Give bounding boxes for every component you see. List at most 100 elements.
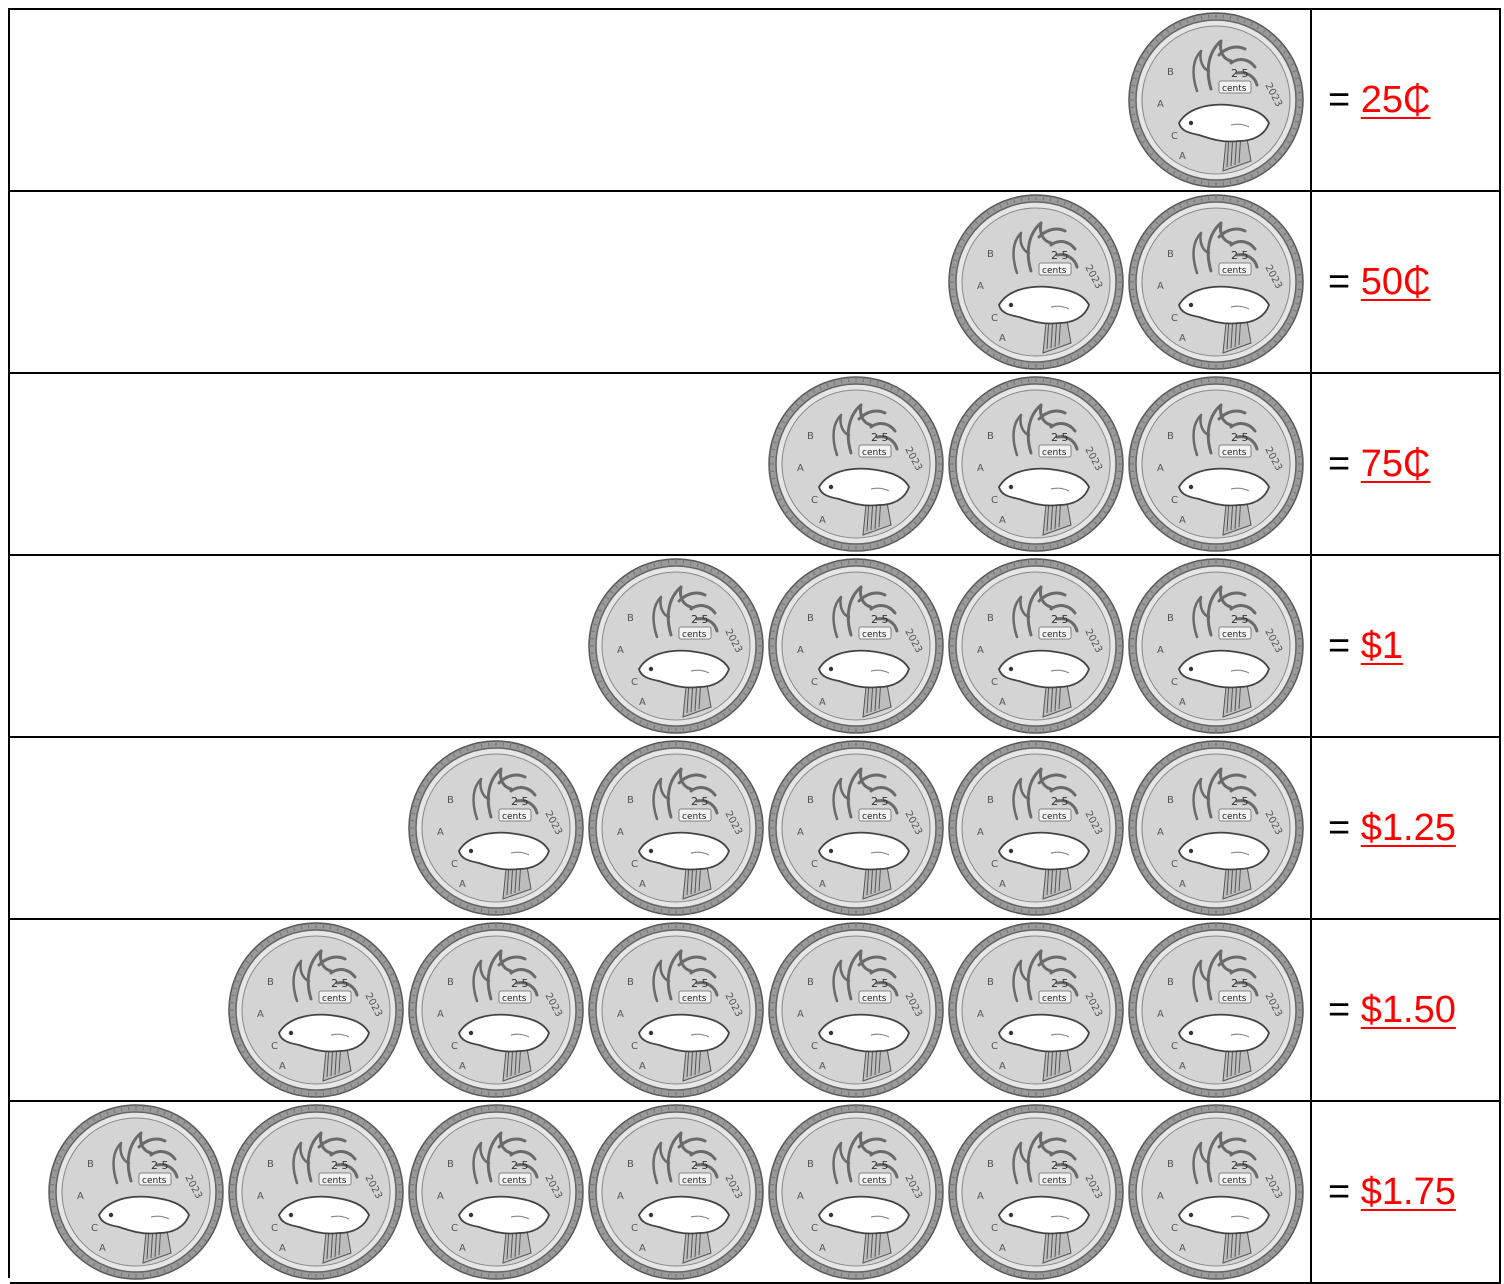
svg-text:cents: cents [862, 812, 887, 822]
svg-text:B: B [987, 249, 994, 260]
svg-text:A: A [1179, 1061, 1186, 1072]
equals-sign: = [1328, 261, 1351, 303]
table-row: 2 5 cents 2023 A B C A 2 5 cents 2023 A B C A = 50₵ [10, 192, 1501, 374]
svg-text:A: A [459, 879, 466, 890]
svg-text:C: C [811, 859, 818, 870]
svg-text:A: A [1179, 151, 1186, 162]
coin-counting-table: 2 5 cents 2023 A B C A = 25₵ 2 5 cents 2023 A B C A 2… [8, 8, 1501, 1284]
value-cell: = $1 [1312, 556, 1501, 736]
table-row: 2 5 cents 2023 A B C A 2 5 cents 2023 A B C A 2 5 cents… [10, 374, 1501, 556]
equals-sign: = [1328, 79, 1351, 121]
svg-text:cents: cents [862, 994, 887, 1004]
quarter-coin-icon: 2 5 cents 2023 A B C A [1127, 921, 1305, 1099]
svg-text:C: C [991, 1041, 998, 1052]
svg-text:B: B [1167, 1159, 1174, 1170]
svg-text:B: B [987, 431, 994, 442]
svg-text:2 5: 2 5 [1231, 431, 1249, 444]
quarter-coin-icon: 2 5 cents 2023 A B C A [587, 921, 765, 1099]
table-row: 2 5 cents 2023 A B C A = 25₵ [10, 10, 1501, 192]
svg-text:A: A [797, 1191, 804, 1202]
svg-text:A: A [1179, 1243, 1186, 1254]
value-cell: = 50₵ [1312, 192, 1501, 372]
svg-text:A: A [77, 1191, 84, 1202]
quarter-coin-icon: 2 5 cents 2023 A B C A [227, 921, 405, 1099]
svg-text:C: C [1171, 1223, 1178, 1234]
svg-text:B: B [267, 1159, 274, 1170]
svg-text:A: A [1179, 515, 1186, 526]
svg-text:cents: cents [682, 1176, 707, 1186]
svg-text:2 5: 2 5 [871, 795, 889, 808]
svg-text:B: B [987, 613, 994, 624]
svg-text:C: C [991, 1223, 998, 1234]
svg-text:C: C [451, 1041, 458, 1052]
svg-text:2 5: 2 5 [511, 977, 529, 990]
svg-text:2 5: 2 5 [1231, 977, 1249, 990]
coins-cell: 2 5 cents 2023 A B C A 2 5 cents 2023 A B C A [10, 192, 1312, 372]
svg-text:A: A [617, 1009, 624, 1020]
svg-text:A: A [819, 1061, 826, 1072]
svg-text:C: C [811, 677, 818, 688]
svg-text:A: A [437, 1009, 444, 1020]
svg-text:A: A [999, 879, 1006, 890]
svg-text:C: C [811, 495, 818, 506]
svg-text:A: A [977, 1009, 984, 1020]
value-text: = $1 [1328, 627, 1403, 665]
svg-text:A: A [819, 879, 826, 890]
quarter-coin-icon: 2 5 cents 2023 A B C A [767, 375, 945, 553]
svg-text:A: A [797, 1009, 804, 1020]
svg-text:cents: cents [502, 994, 527, 1004]
svg-text:2 5: 2 5 [871, 977, 889, 990]
svg-text:C: C [1171, 859, 1178, 870]
svg-text:B: B [627, 977, 634, 988]
svg-text:C: C [991, 495, 998, 506]
svg-text:A: A [1157, 645, 1164, 656]
svg-text:cents: cents [1042, 812, 1067, 822]
svg-text:A: A [1179, 879, 1186, 890]
table-row: 2 5 cents 2023 A B C A 2 5 cents 2023 A B C A 2 5 cents… [10, 1102, 1501, 1284]
value-text: = 50₵ [1328, 263, 1430, 301]
quarter-coin-icon: 2 5 cents 2023 A B C A [407, 1103, 585, 1281]
svg-text:cents: cents [1222, 448, 1247, 458]
svg-text:2 5: 2 5 [331, 977, 349, 990]
svg-text:C: C [1171, 495, 1178, 506]
svg-text:B: B [1167, 795, 1174, 806]
svg-text:2 5: 2 5 [871, 613, 889, 626]
svg-text:2 5: 2 5 [1051, 977, 1069, 990]
value-cell: = $1.25 [1312, 738, 1501, 918]
svg-text:C: C [1171, 677, 1178, 688]
svg-text:B: B [1167, 977, 1174, 988]
svg-text:C: C [991, 677, 998, 688]
svg-text:A: A [819, 1243, 826, 1254]
value-text: = $1.50 [1328, 991, 1456, 1029]
svg-text:cents: cents [682, 630, 707, 640]
svg-text:B: B [807, 613, 814, 624]
svg-text:B: B [807, 977, 814, 988]
quarter-coin-icon: 2 5 cents 2023 A B C A [1127, 11, 1305, 189]
svg-text:A: A [1179, 333, 1186, 344]
svg-text:A: A [639, 697, 646, 708]
svg-text:C: C [271, 1223, 278, 1234]
quarter-coin-icon: 2 5 cents 2023 A B C A [767, 1103, 945, 1281]
quarter-coin-icon: 2 5 cents 2023 A B C A [47, 1103, 225, 1281]
svg-text:cents: cents [1042, 994, 1067, 1004]
svg-text:cents: cents [682, 812, 707, 822]
svg-text:A: A [1157, 99, 1164, 110]
svg-text:cents: cents [1042, 266, 1067, 276]
total-amount: $1.50 [1360, 989, 1456, 1031]
svg-text:cents: cents [682, 994, 707, 1004]
svg-text:A: A [617, 1191, 624, 1202]
svg-text:A: A [617, 827, 624, 838]
svg-text:C: C [451, 1223, 458, 1234]
quarter-coin-icon: 2 5 cents 2023 A B C A [1127, 193, 1305, 371]
svg-text:A: A [459, 1243, 466, 1254]
quarter-coin-icon: 2 5 cents 2023 A B C A [407, 921, 585, 1099]
quarter-coin-icon: 2 5 cents 2023 A B C A [767, 921, 945, 1099]
svg-text:C: C [811, 1223, 818, 1234]
svg-text:2 5: 2 5 [871, 1159, 889, 1172]
svg-text:2 5: 2 5 [871, 431, 889, 444]
coins-cell: 2 5 cents 2023 A B C A 2 5 cents 2023 A B C A 2 5 cents… [10, 738, 1312, 918]
svg-text:C: C [631, 1041, 638, 1052]
value-text: = $1.75 [1328, 1173, 1456, 1211]
quarter-coin-icon: 2 5 cents 2023 A B C A [1127, 375, 1305, 553]
svg-text:cents: cents [1222, 266, 1247, 276]
